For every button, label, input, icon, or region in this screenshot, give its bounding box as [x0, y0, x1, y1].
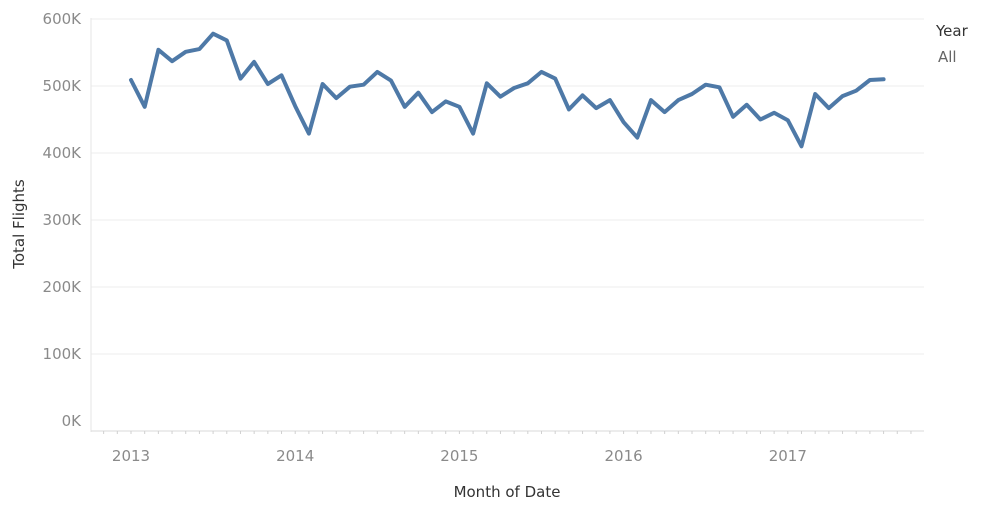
- legend-filter-value[interactable]: All: [938, 48, 957, 66]
- x-tick-label: 2014: [276, 447, 314, 465]
- y-axis-tick-labels: 0K 100K 200K 300K 400K 500K 600K: [43, 10, 83, 430]
- series-layer: [129, 31, 886, 149]
- x-tick-label: 2017: [769, 447, 807, 465]
- series-line[interactable]: [129, 31, 886, 149]
- y-tick-label: 300K: [43, 211, 83, 229]
- y-tick-label: 600K: [43, 10, 83, 28]
- x-tick-label: 2016: [605, 447, 643, 465]
- x-axis-month-ticks: [103, 431, 912, 434]
- x-tick-label: 2015: [440, 447, 478, 465]
- legend-title: Year: [936, 22, 968, 40]
- x-tick-label: 2013: [112, 447, 150, 465]
- x-axis-tick-labels: 2013 2014 2015 2016 2017: [112, 447, 807, 465]
- y-tick-label: 500K: [43, 77, 83, 95]
- y-tick-label: 0K: [62, 412, 83, 430]
- y-tick-label: 100K: [43, 345, 83, 363]
- x-axis-title: Month of Date: [454, 483, 561, 501]
- grid-lines: [91, 18, 924, 355]
- y-axis-title: Total Flights: [10, 179, 28, 270]
- y-tick-label: 400K: [43, 144, 83, 162]
- y-tick-label: 200K: [43, 278, 83, 296]
